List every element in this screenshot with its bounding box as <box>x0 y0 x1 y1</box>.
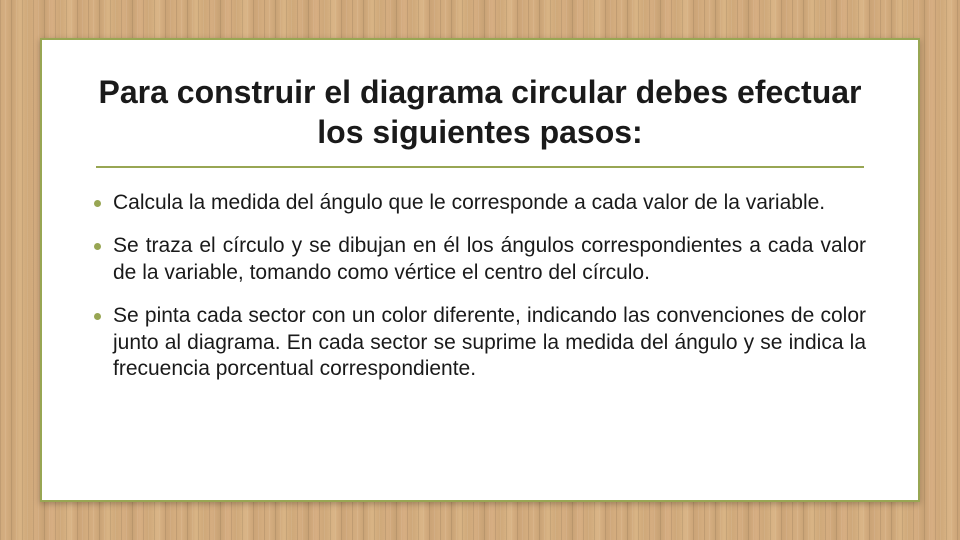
step-text: Se pinta cada sector con un color difere… <box>113 303 866 384</box>
bullet-icon <box>94 313 101 320</box>
title-divider <box>96 166 864 168</box>
steps-list: Calcula la medida del ángulo que le corr… <box>90 190 870 383</box>
list-item: Se pinta cada sector con un color difere… <box>94 303 866 384</box>
slide-title: Para construir el diagrama circular debe… <box>90 72 870 152</box>
bullet-icon <box>94 200 101 207</box>
bullet-icon <box>94 243 101 250</box>
list-item: Calcula la medida del ángulo que le corr… <box>94 190 866 217</box>
step-text: Calcula la medida del ángulo que le corr… <box>113 190 866 217</box>
slide-card: Para construir el diagrama circular debe… <box>40 38 920 502</box>
step-text: Se traza el círculo y se dibujan en él l… <box>113 233 866 287</box>
list-item: Se traza el círculo y se dibujan en él l… <box>94 233 866 287</box>
